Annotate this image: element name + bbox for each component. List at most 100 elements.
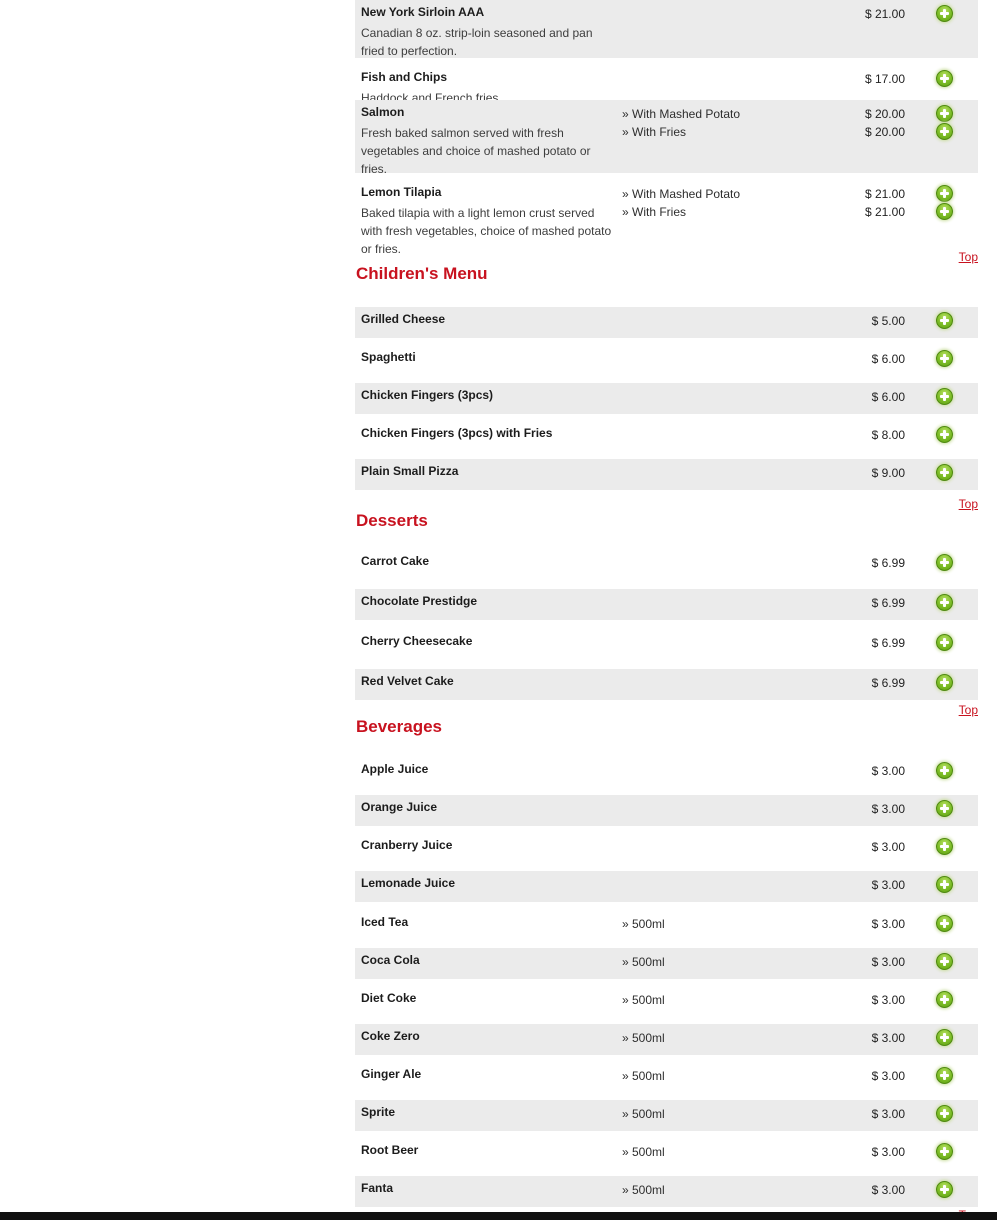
item-price: $ 3.00 — [871, 1107, 905, 1121]
item-name: Lemonade Juice — [361, 876, 456, 890]
menu-item-row: Coke Zero » 500ml $ 3.00 — [355, 1024, 978, 1055]
item-option: » 500ml — [622, 917, 665, 931]
add-item-button[interactable] — [936, 674, 953, 691]
item-description: Canadian 8 oz. strip-loin seasoned and p… — [361, 26, 593, 58]
item-option: » 500ml — [622, 1031, 665, 1045]
item-price: $ 3.00 — [871, 1031, 905, 1045]
back-to-top-link[interactable]: Top — [958, 250, 978, 264]
item-price: $ 6.99 — [871, 676, 905, 690]
add-item-button[interactable] — [936, 554, 953, 571]
item-price: $ 3.00 — [871, 1183, 905, 1197]
item-price: $ 6.00 — [871, 352, 905, 366]
add-item-button[interactable] — [936, 915, 953, 932]
item-name: Iced Tea — [361, 915, 409, 929]
menu-item-row: Orange Juice $ 3.00 — [355, 795, 978, 826]
section-heading: Children's Menu — [356, 264, 488, 283]
item-price: $ 3.00 — [871, 802, 905, 816]
add-item-button[interactable] — [936, 312, 953, 329]
item-price: $ 21.00 — [864, 7, 905, 21]
menu-item-row: Plain Small Pizza $ 9.00 — [355, 459, 978, 490]
item-description: Fresh baked salmon served with fresh veg… — [361, 126, 591, 176]
menu-item-row: Root Beer » 500ml $ 3.00 — [355, 1138, 978, 1169]
item-price: $ 21.00 — [864, 205, 905, 219]
item-price: $ 9.00 — [871, 466, 905, 480]
item-price: $ 3.00 — [871, 1069, 905, 1083]
add-item-button[interactable] — [936, 464, 953, 481]
menu-item-row: Iced Tea » 500ml $ 3.00 — [355, 910, 978, 941]
section-heading: Beverages — [356, 717, 443, 736]
item-name: Red Velvet Cake — [361, 674, 454, 688]
add-item-button[interactable] — [936, 5, 953, 22]
menu-item-row: Chicken Fingers (3pcs) with Fries $ 8.00 — [355, 421, 978, 452]
add-item-button[interactable] — [936, 70, 953, 87]
item-option: » With Mashed Potato — [622, 187, 741, 201]
item-price: $ 20.00 — [864, 125, 905, 139]
item-option: » With Fries — [622, 125, 687, 139]
item-name: Salmon — [361, 105, 405, 119]
add-item-button[interactable] — [936, 426, 953, 443]
menu-content: New York Sirloin AAA Canadian 8 oz. stri… — [355, 0, 978, 1220]
menu-item-row: Chocolate Prestidge $ 6.99 — [355, 589, 978, 620]
item-name: Plain Small Pizza — [361, 464, 459, 478]
item-option: » 500ml — [622, 1183, 665, 1197]
item-name: Carrot Cake — [361, 554, 430, 568]
add-item-button[interactable] — [936, 1105, 953, 1122]
add-item-button[interactable] — [936, 123, 953, 140]
menu-item-row: Chicken Fingers (3pcs) $ 6.00 — [355, 383, 978, 414]
back-to-top-link[interactable]: Top — [958, 497, 978, 511]
menu-item-row: Lemon Tilapia Baked tilapia with a light… — [355, 180, 978, 256]
item-option: » 500ml — [622, 955, 665, 969]
item-name: Chocolate Prestidge — [361, 594, 478, 608]
menu-item-row: Coca Cola » 500ml $ 3.00 — [355, 948, 978, 979]
item-name: Chicken Fingers (3pcs) — [361, 388, 494, 402]
item-name: Coke Zero — [361, 1029, 420, 1043]
item-price: $ 3.00 — [871, 917, 905, 931]
item-name: Orange Juice — [361, 800, 438, 814]
item-name: Coca Cola — [361, 953, 420, 967]
add-item-button[interactable] — [936, 1067, 953, 1084]
item-price: $ 3.00 — [871, 993, 905, 1007]
item-option: » 500ml — [622, 1107, 665, 1121]
add-item-button[interactable] — [936, 1181, 953, 1198]
item-price: $ 3.00 — [871, 764, 905, 778]
menu-item-row: New York Sirloin AAA Canadian 8 oz. stri… — [355, 0, 978, 58]
add-item-button[interactable] — [936, 876, 953, 893]
add-item-button[interactable] — [936, 634, 953, 651]
menu-item-row: Spaghetti $ 6.00 — [355, 345, 978, 376]
item-name: Spaghetti — [361, 350, 416, 364]
item-name: Fish and Chips — [361, 70, 448, 84]
add-item-button[interactable] — [936, 388, 953, 405]
item-price: $ 21.00 — [864, 187, 905, 201]
menu-item-row: Grilled Cheese $ 5.00 — [355, 307, 978, 338]
item-price: $ 3.00 — [871, 878, 905, 892]
add-item-button[interactable] — [936, 991, 953, 1008]
item-option: » With Mashed Potato — [622, 107, 741, 121]
add-item-button[interactable] — [936, 838, 953, 855]
item-price: $ 17.00 — [864, 72, 905, 86]
back-to-top-link[interactable]: Top — [958, 703, 978, 717]
add-item-button[interactable] — [936, 1029, 953, 1046]
add-item-button[interactable] — [936, 1143, 953, 1160]
menu-item-row: Cranberry Juice $ 3.00 — [355, 833, 978, 864]
add-item-button[interactable] — [936, 185, 953, 202]
menu-item-row: Red Velvet Cake $ 6.99 — [355, 669, 978, 700]
add-item-button[interactable] — [936, 800, 953, 817]
add-item-button[interactable] — [936, 594, 953, 611]
bottom-bar — [0, 1212, 997, 1220]
menu-item-row: Fish and Chips Haddock and French fries.… — [355, 65, 978, 105]
item-price: $ 6.99 — [871, 596, 905, 610]
add-item-button[interactable] — [936, 203, 953, 220]
item-name: Grilled Cheese — [361, 312, 446, 326]
item-name: Sprite — [361, 1105, 396, 1119]
menu-item-row: Salmon Fresh baked salmon served with fr… — [355, 100, 978, 176]
item-name: Cranberry Juice — [361, 838, 453, 852]
item-name: Ginger Ale — [361, 1067, 422, 1081]
item-name: Cherry Cheesecake — [361, 634, 473, 648]
menu-item-row: Fanta » 500ml $ 3.00 — [355, 1176, 978, 1207]
item-price: $ 20.00 — [864, 107, 905, 121]
add-item-button[interactable] — [936, 105, 953, 122]
add-item-button[interactable] — [936, 762, 953, 779]
menu-item-row: Ginger Ale » 500ml $ 3.00 — [355, 1062, 978, 1093]
add-item-button[interactable] — [936, 953, 953, 970]
add-item-button[interactable] — [936, 350, 953, 367]
